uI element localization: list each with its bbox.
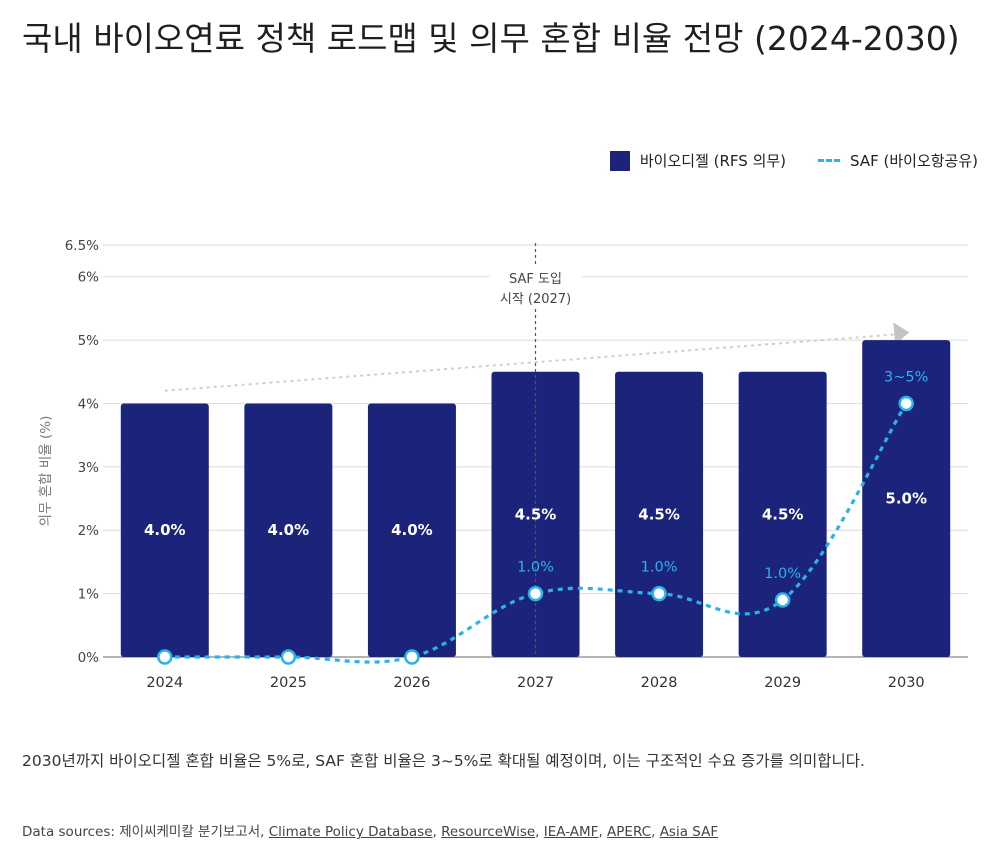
bar-value-label: 4.0% [144,521,186,539]
x-tick-label: 2029 [764,675,801,691]
legend-bar-label: 바이오디젤 (RFS 의무) [639,152,787,170]
legend-item-saf: SAF (바이오항공유) [818,150,978,171]
line-value-label: 1.0% [517,560,554,576]
bar-value-label: 4.0% [391,521,433,539]
source-link-resourcewise[interactable]: ResourceWise [441,824,536,840]
line-value-label: 1.0% [641,560,678,576]
line-point-saf [774,592,791,608]
y-tick-label: 6% [78,270,100,286]
x-tick-label: 2026 [393,675,430,691]
bar-biodiesel [615,371,704,657]
x-tick-label: 2025 [270,675,307,691]
x-tick-label: 2024 [146,675,183,691]
y-tick-label: 1% [78,587,100,603]
legend-line-swatch [818,159,841,162]
annotation-text-line1: SAF 도입 [509,272,562,287]
data-sources: Data sources: 제이씨케미칼 분기보고서, Climate Poli… [22,824,719,840]
legend-bar-swatch [609,150,630,171]
x-tick-label: 2030 [888,675,925,691]
y-tick-label: 4% [78,396,100,412]
y-tick-label: 6.5% [65,238,99,254]
chart-title: 국내 바이오연료 정책 로드맵 및 의무 혼합 비율 전망 (2024-2030… [22,19,960,58]
line-point-saf [651,585,667,602]
bar-value-label: 4.5% [638,505,680,523]
y-tick-label: 0% [78,650,100,666]
bar-biodiesel [120,403,209,657]
bar-biodiesel [738,371,827,657]
annotation-bg [489,265,582,307]
legend: 바이오디젤 (RFS 의무) SAF (바이오항공유) [578,150,978,171]
annotation-text-line2: 시작 (2027) [500,292,571,307]
line-point-saf [898,395,914,412]
trend-arrow-line [164,333,897,392]
line-point-saf [527,585,544,602]
bar-biodiesel [862,340,951,657]
caption: 2030년까지 바이오디젤 혼합 비율은 5%로, SAF 혼합 비율은 3~5… [22,752,865,770]
line-value-label: 1.0% [764,566,801,582]
bar-value-label: 4.5% [762,505,804,523]
line-point-saf [280,649,297,665]
legend-line-label: SAF (바이오항공유) [850,152,978,170]
y-tick-label: 3% [78,460,100,476]
line-point-saf [157,649,173,665]
legend-item-biodiesel: 바이오디젤 (RFS 의무) [609,150,787,171]
bar-biodiesel [367,403,456,657]
source-link-aperc[interactable]: APERC [607,824,652,840]
sources-prefix: Data sources: 제이씨케미칼 분기보고서, [22,824,269,840]
line-point-saf [404,649,420,665]
x-tick-label: 2028 [641,675,678,691]
bar-biodiesel [244,403,333,657]
bar-value-label: 5.0% [885,490,927,508]
bar-value-label: 4.5% [515,505,557,523]
y-axis-label: 의무 혼합 비율 (%) [38,416,54,527]
source-link-climate-policy[interactable]: Climate Policy Database [268,824,433,840]
y-tick-label: 5% [78,333,100,349]
source-link-asia-saf[interactable]: Asia SAF [659,824,719,840]
bar-value-label: 4.0% [268,521,310,539]
y-tick-label: 2% [78,523,100,539]
x-tick-label: 2027 [517,675,554,691]
trend-arrow-head [893,322,910,345]
line-value-label: 3~5% [884,369,928,385]
source-link-iea-amf[interactable]: IEA-AMF [543,824,599,840]
